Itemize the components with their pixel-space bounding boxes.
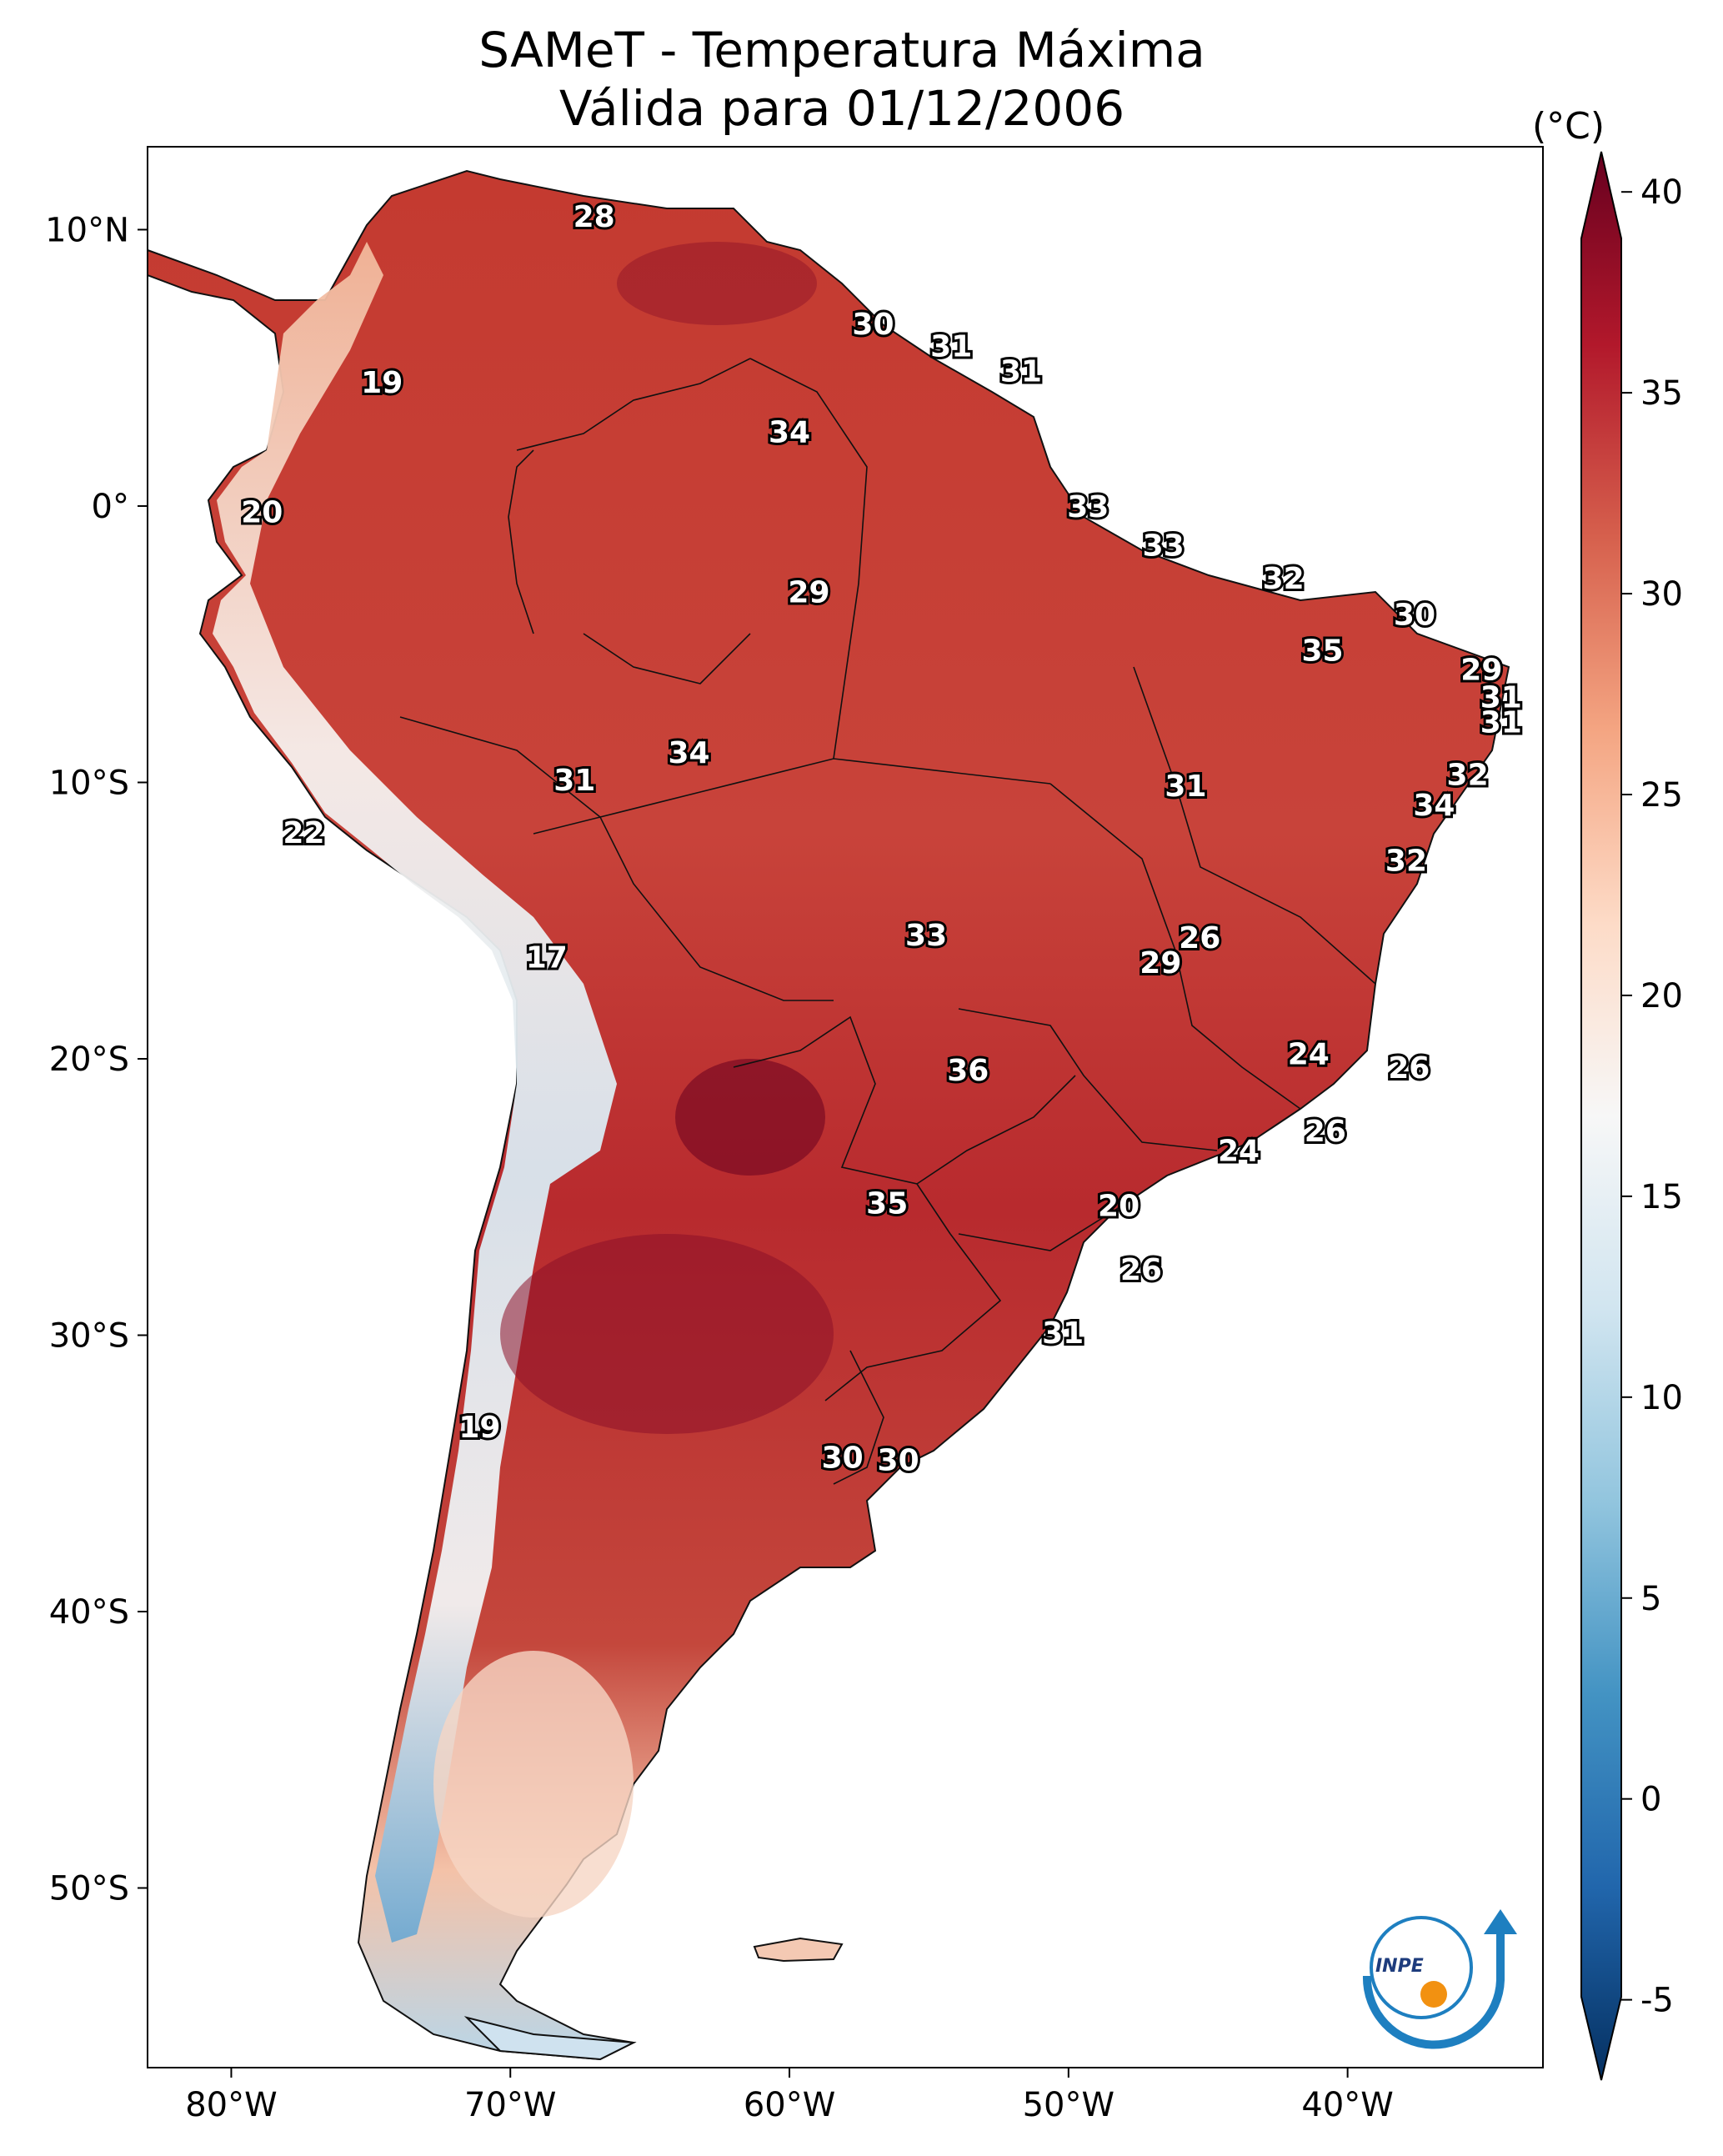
contour-value-label: 20 xyxy=(241,496,283,530)
contour-value-label: 32 xyxy=(1385,844,1427,878)
colorbar-tick-label: 40 xyxy=(1640,173,1683,212)
contour-value-label: 30 xyxy=(878,1444,919,1478)
contour-value-label: 19 xyxy=(458,1411,500,1445)
falkland-islands xyxy=(753,1937,844,1963)
lon-tick-label: 60°W xyxy=(744,2086,835,2124)
logo-sun xyxy=(1420,1981,1447,2008)
lon-tick-label: 70°W xyxy=(464,2086,556,2124)
lat-tick-label: 40°S xyxy=(49,1593,129,1632)
andes-cordillera xyxy=(213,242,617,1943)
colorbar-tick-label: 20 xyxy=(1640,977,1683,1015)
colorbar-body xyxy=(1580,151,1622,2081)
contour-value-label: 29 xyxy=(788,576,829,610)
south-america-landmass xyxy=(148,169,1510,2061)
contour-value-label: 35 xyxy=(866,1186,908,1221)
contour-value-label: 30 xyxy=(852,308,894,342)
contour-value-label: 35 xyxy=(1301,634,1343,668)
contour-value-label: 17 xyxy=(526,940,568,975)
contour-value-label: 31 xyxy=(1480,706,1522,740)
contour-value-label: 31 xyxy=(930,330,972,364)
map-title-line2: Válida para 01/12/2006 xyxy=(558,80,1125,137)
colorbar-tick-label: 5 xyxy=(1640,1580,1661,1618)
contour-value-label: 32 xyxy=(1263,562,1305,596)
lat-tick-label: 0° xyxy=(92,488,129,526)
contour-value-label: 31 xyxy=(553,764,595,798)
lon-tick-label: 80°W xyxy=(185,2086,277,2124)
contour-value-label: 30 xyxy=(822,1441,864,1475)
temperature-field xyxy=(148,169,1510,2061)
contour-value-label: 36 xyxy=(947,1054,989,1088)
contour-value-label: 26 xyxy=(1179,921,1220,955)
tierra-del-fuego xyxy=(463,2016,637,2061)
lon-tick-label: 50°W xyxy=(1023,2086,1114,2124)
contour-value-label: 29 xyxy=(1139,946,1181,980)
pampas-hot-spot xyxy=(500,1234,834,1434)
contour-value-label: 29 xyxy=(1460,654,1502,688)
contour-value-label: 34 xyxy=(769,415,810,449)
colorbar-ticks: 40 35 30 25 20 15 10 5 0 -5 xyxy=(1621,173,1683,2020)
contour-value-label: 34 xyxy=(668,736,709,770)
lat-tick-label: 50°S xyxy=(49,1870,129,1908)
colorbar-tick-label: -5 xyxy=(1640,1982,1674,2020)
contour-value-label: 31 xyxy=(1165,770,1206,804)
colorbar-tick-label: 10 xyxy=(1640,1379,1683,1417)
lat-tick-label: 30°S xyxy=(49,1316,129,1355)
contour-value-label: 33 xyxy=(1143,529,1185,563)
lat-tick-label: 10°N xyxy=(45,211,129,249)
contour-value-label: 33 xyxy=(1067,490,1109,524)
contour-value-label: 26 xyxy=(1388,1051,1430,1086)
colorbar-unit-label: (°C) xyxy=(1532,105,1605,148)
contour-value-label: 34 xyxy=(1413,789,1455,823)
inpe-logo: INPE xyxy=(1362,1909,1517,2049)
contour-value-label: 26 xyxy=(1120,1253,1162,1287)
logo-text: INPE xyxy=(1375,1956,1424,1977)
logo-ring xyxy=(1370,1916,1473,2019)
contour-value-label: 32 xyxy=(1447,759,1489,793)
lat-tick-label: 10°S xyxy=(49,764,129,802)
contour-value-label: 19 xyxy=(361,366,403,400)
contour-value-label: 24 xyxy=(1288,1037,1330,1071)
logo-swoosh xyxy=(1362,1909,1517,2049)
lon-tick-label: 40°W xyxy=(1301,2086,1393,2124)
contour-value-label: 26 xyxy=(1305,1115,1346,1149)
venezuela-hot-spot xyxy=(617,242,817,325)
colorbar-tick-label: 30 xyxy=(1640,575,1683,614)
patagonia-cool-area xyxy=(433,1651,634,1918)
contour-value-label: 31 xyxy=(1042,1316,1084,1351)
contour-value-label: 31 xyxy=(1000,355,1042,389)
gran-chaco-hot-spot xyxy=(675,1059,825,1176)
contour-value-label: 31 xyxy=(1480,681,1522,715)
country-borders xyxy=(399,358,1376,1485)
map-frame xyxy=(147,146,1544,2068)
contour-value-label: 33 xyxy=(905,919,947,953)
colorbar-tick-label: 25 xyxy=(1640,776,1683,815)
contour-value-label: 24 xyxy=(1218,1134,1260,1168)
colorbar: 40 35 30 25 20 15 10 5 0 -5 xyxy=(1580,151,1683,2081)
map-title-line1: SAMeT - Temperatura Máxima xyxy=(478,22,1205,78)
colorbar-tick-label: 35 xyxy=(1640,374,1683,413)
colorbar-tick-label: 15 xyxy=(1640,1178,1683,1216)
colorbar-tick-label: 0 xyxy=(1640,1781,1661,1819)
contour-value-label: 30 xyxy=(1394,598,1435,632)
latitude-ticks: 10°N 0° 10°S 20°S 30°S 40°S 50°S xyxy=(45,211,148,1908)
longitude-ticks: 80°W 70°W 60°W 50°W 40°W xyxy=(185,2068,1394,2124)
lat-tick-label: 20°S xyxy=(49,1040,129,1079)
contour-value-label: 20 xyxy=(1098,1190,1139,1224)
contour-value-label: 28 xyxy=(573,200,615,234)
contour-value-label: 22 xyxy=(283,816,324,850)
